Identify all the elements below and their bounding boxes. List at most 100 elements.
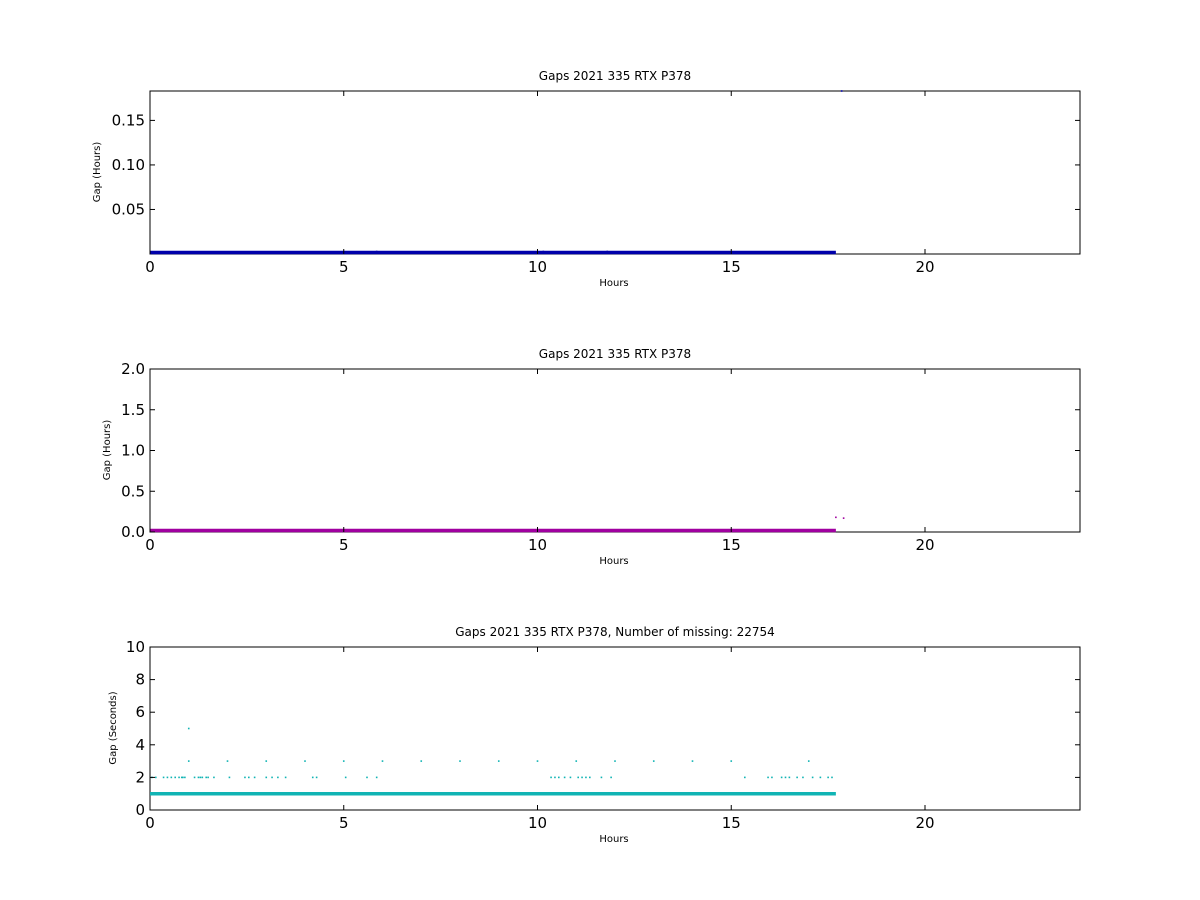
panel-top-ytick-label: 0.05 bbox=[112, 200, 145, 218]
panel-bottom-point bbox=[652, 760, 655, 762]
panel-top-title: Gaps 2021 335 RTX P378 bbox=[539, 69, 691, 83]
panel-bottom-point bbox=[375, 776, 378, 779]
panel-middle-ytick-label: 1.5 bbox=[121, 401, 145, 419]
panel-bottom-ytick-label: 8 bbox=[135, 671, 145, 689]
panel-middle-point bbox=[842, 517, 845, 519]
panel-bottom-point bbox=[366, 776, 368, 779]
panel-bottom-point bbox=[558, 776, 560, 779]
panel-bottom-point bbox=[197, 776, 200, 779]
panel-top-ticks: 0 5 10 15 20 0.05 0.10 0.15 bbox=[112, 91, 1080, 276]
panel-top-xtick-label: 10 bbox=[528, 258, 547, 276]
panel-bottom-point bbox=[184, 776, 186, 779]
panel-bottom-point bbox=[767, 776, 769, 779]
panel-bottom-point bbox=[205, 776, 207, 779]
panel-bottom-point bbox=[610, 776, 612, 779]
panel-bottom-ytick-label: 4 bbox=[135, 736, 145, 754]
panel-bottom-point bbox=[155, 776, 157, 779]
panel-bottom-point bbox=[174, 776, 176, 779]
panel-bottom-point bbox=[589, 776, 591, 779]
panel-bottom-point bbox=[381, 760, 384, 762]
panel-bottom-point bbox=[744, 776, 746, 779]
panel-top-ylabel: Gap (Hours) bbox=[92, 142, 103, 203]
panel-middle-xtick-label: 0 bbox=[145, 536, 155, 554]
panel-top: Gaps 2021 335 RTX P378 0 5 10 15 200.050.100… bbox=[92, 69, 1081, 289]
panel-top-point bbox=[606, 250, 609, 253]
panel-bottom-point bbox=[265, 760, 268, 762]
panel-middle-marks bbox=[150, 516, 845, 533]
panel-middle-xtick-label: 15 bbox=[722, 536, 741, 554]
panel-bottom-point bbox=[536, 760, 539, 762]
panel-middle-xlabel: Hours bbox=[599, 556, 628, 567]
panel-top-xtick-label: 5 bbox=[339, 258, 349, 276]
panel-bottom-point bbox=[807, 760, 810, 762]
panel-bottom-point bbox=[550, 776, 552, 779]
panel-bottom-point bbox=[577, 776, 579, 779]
panel-bottom-point bbox=[585, 776, 587, 779]
panel-top-ytick-label: 0.10 bbox=[112, 156, 145, 174]
panel-bottom-point bbox=[166, 776, 169, 779]
panel-middle-xtick-label: 5 bbox=[339, 536, 349, 554]
panel-bottom-xtick-label: 15 bbox=[722, 814, 741, 832]
panel-bottom-point bbox=[271, 776, 273, 779]
panel-top-xtick-label: 15 bbox=[722, 258, 741, 276]
panel-middle-xtick-label: 20 bbox=[915, 536, 934, 554]
panel-bottom-point bbox=[497, 760, 500, 762]
panel-bottom-xtick-label: 20 bbox=[915, 814, 934, 832]
panel-bottom-point bbox=[780, 776, 783, 779]
panel-bottom-point bbox=[187, 727, 190, 730]
panel-bottom-frame bbox=[149, 646, 1081, 811]
panel-bottom-point bbox=[569, 776, 572, 779]
panel-middle: Gaps 2021 335 RTX P378 0 5 10 15 20 0.0 0.5 1.0… bbox=[102, 347, 1081, 567]
panel-bottom-point bbox=[771, 776, 773, 779]
panel-bottom-point bbox=[182, 776, 184, 779]
panel-bottom-ytick-label: 6 bbox=[135, 703, 145, 721]
panel-bottom-point bbox=[342, 760, 345, 762]
panel-bottom-ytick-label: 10 bbox=[126, 638, 145, 656]
panel-bottom-point bbox=[802, 776, 804, 779]
panel-bottom-point bbox=[213, 776, 215, 779]
panel-bottom-point bbox=[170, 776, 173, 779]
panel-bottom-point bbox=[831, 776, 833, 779]
panel-middle-ylabel: Gap (Hours) bbox=[102, 420, 113, 481]
panel-middle-xtick-label: 10 bbox=[528, 536, 547, 554]
panel-bottom-point bbox=[193, 776, 196, 779]
panel-bottom-point bbox=[228, 776, 231, 779]
panel-bottom-point bbox=[600, 776, 603, 779]
panel-middle-ytick-label: 2.0 bbox=[121, 360, 145, 378]
panel-bottom-ylabel: Gap (Seconds) bbox=[108, 691, 119, 764]
panel-middle-title: Gaps 2021 335 RTX P378 bbox=[539, 347, 691, 361]
panel-top-xtick-label: 0 bbox=[145, 258, 155, 276]
panel-bottom-point bbox=[248, 776, 250, 779]
panel-bottom-point bbox=[819, 776, 822, 779]
panel-bottom-point bbox=[344, 776, 347, 779]
panel-bottom-ticks: 0 5 10 15 20 0 2 4 6 8 10 bbox=[126, 638, 1080, 832]
panel-bottom: Gaps 2021 335 RTX P378, Number of missin… bbox=[108, 625, 1081, 845]
panel-top-point bbox=[542, 250, 545, 253]
panel-bottom-point bbox=[180, 776, 183, 779]
panel-bottom-point bbox=[277, 776, 279, 779]
panel-top-point bbox=[840, 90, 843, 92]
panel-top-ytick-label: 0.15 bbox=[112, 111, 145, 129]
panel-top-point bbox=[375, 250, 378, 253]
panel-bottom-point bbox=[691, 760, 694, 762]
panel-bottom-ytick-label: 2 bbox=[135, 768, 145, 786]
panel-bottom-point bbox=[315, 776, 318, 779]
panel-bottom-point bbox=[563, 776, 566, 779]
panel-bottom-point bbox=[253, 776, 256, 779]
panel-bottom-point bbox=[784, 776, 787, 779]
panel-bottom-xtick-label: 0 bbox=[145, 814, 155, 832]
panel-bottom-point bbox=[811, 776, 814, 779]
panel-top-xtick-label: 20 bbox=[915, 258, 934, 276]
panel-top-xlabel: Hours bbox=[599, 278, 628, 289]
panel-middle-point bbox=[835, 516, 837, 519]
panel-bottom-point bbox=[199, 776, 202, 779]
panel-middle-ytick-label: 1.0 bbox=[121, 442, 145, 460]
panel-bottom-point bbox=[554, 776, 556, 779]
panel-bottom-point bbox=[284, 776, 287, 779]
panel-top-marks bbox=[150, 90, 843, 255]
panel-bottom-point bbox=[827, 776, 829, 779]
panel-bottom-point bbox=[614, 760, 616, 762]
panel-bottom-point bbox=[226, 760, 229, 762]
